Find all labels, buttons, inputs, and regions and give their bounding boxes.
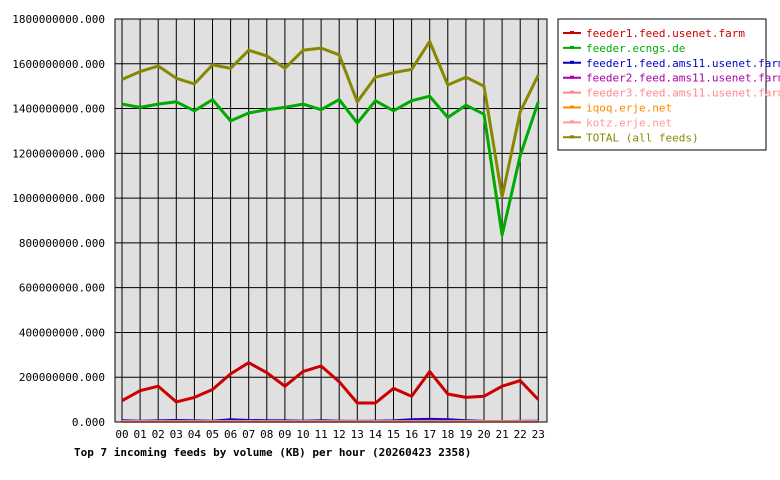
y-tick-label: 400000000.000 — [19, 326, 105, 339]
legend-marker — [570, 90, 574, 94]
x-tick-label: 22 — [514, 428, 527, 441]
x-tick-label: 10 — [296, 428, 309, 441]
legend-label: feeder1.feed.usenet.farm — [586, 27, 745, 40]
x-tick-label: 13 — [351, 428, 364, 441]
legend-marker — [570, 120, 574, 124]
x-tick-label: 01 — [133, 428, 146, 441]
legend: feeder1.feed.usenet.farm feeder.ecngs.de f… — [557, 18, 780, 151]
legend-label: TOTAL (all feeds) — [586, 131, 699, 144]
series-lines — [121, 39, 540, 423]
legend-marker — [570, 75, 574, 79]
plot-border — [114, 18, 548, 423]
legend-marker — [570, 105, 574, 109]
series-line-0 — [121, 361, 540, 405]
x-tick-label: 19 — [459, 428, 472, 441]
legend-label: feeder3.feed.ams11.usenet.farm — [586, 87, 780, 100]
y-tick-label: 1600000000.000 — [12, 58, 105, 71]
y-tick-label: 600000000.000 — [19, 282, 105, 295]
legend-marker — [570, 45, 574, 49]
x-tick-label: 23 — [532, 428, 545, 441]
legend-marker — [570, 135, 574, 139]
x-tick-label: 17 — [423, 428, 436, 441]
y-tick-label: 800000000.000 — [19, 237, 105, 250]
series-line-1 — [121, 94, 540, 237]
x-tick-label: 12 — [333, 428, 346, 441]
y-tick-label: 1400000000.000 — [12, 103, 105, 116]
x-tick-label: 14 — [369, 428, 383, 441]
y-tick-label: 0.000 — [72, 416, 105, 429]
x-tick-label: 05 — [206, 428, 219, 441]
legend-marker — [570, 60, 574, 64]
legend-label: kotz.erje.net — [586, 116, 672, 129]
x-tick-label: 03 — [170, 428, 183, 441]
legend-label: feeder1.feed.ams11.usenet.farm — [586, 57, 780, 70]
y-tick-label: 1000000000.000 — [12, 192, 105, 205]
x-tick-label: 07 — [242, 428, 255, 441]
x-tick-label: 06 — [224, 428, 237, 441]
x-tick-label: 02 — [152, 428, 165, 441]
plot-background — [115, 19, 547, 422]
legend-label: iqoq.erje.net — [586, 102, 672, 115]
y-tick-label: 200000000.000 — [19, 371, 105, 384]
x-tick-label: 18 — [441, 428, 454, 441]
x-axis-ticks: 00 01 02 03 04 05 06 07 08 09 10 11 12 13 14 15 16 17 18 19… — [115, 428, 545, 441]
x-tick-label: 00 — [115, 428, 128, 441]
y-axis-ticks: 0.000 200000000.000 400000000.000 600000000… — [12, 13, 105, 429]
legend-label: feeder.ecngs.de — [586, 42, 685, 55]
x-tick-label: 09 — [278, 428, 291, 441]
y-tick-label: 1800000000.000 — [12, 13, 105, 26]
x-tick-label: 16 — [405, 428, 418, 441]
x-tick-label: 11 — [314, 428, 327, 441]
chart-title: Top 7 incoming feeds by volume (KB) per … — [74, 446, 471, 459]
series-line-7 — [121, 39, 540, 199]
x-tick-label: 08 — [260, 428, 273, 441]
legend-marker — [570, 31, 574, 34]
x-tick-label: 15 — [387, 428, 400, 441]
legend-label: feeder2.feed.ams11.usenet.farm — [586, 72, 780, 85]
y-tick-label: 1200000000.000 — [12, 147, 105, 160]
legend-box — [557, 18, 767, 151]
x-tick-label: 20 — [477, 428, 490, 441]
x-tick-label: 21 — [495, 428, 508, 441]
x-tick-label: 04 — [188, 428, 202, 441]
